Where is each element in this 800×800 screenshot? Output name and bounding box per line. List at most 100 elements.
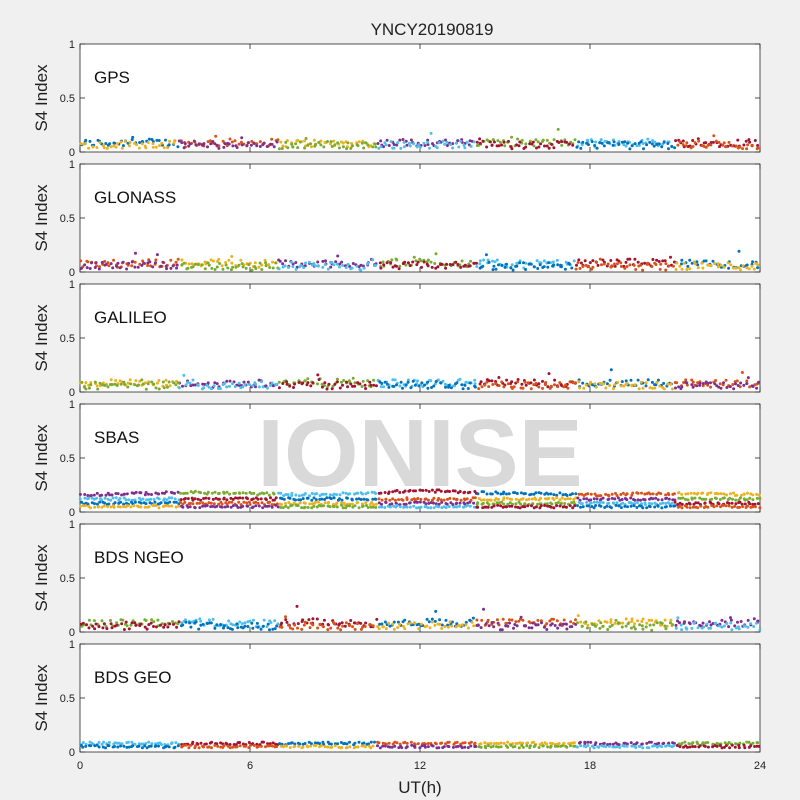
data-point: [130, 264, 134, 268]
data-point: [745, 382, 749, 386]
data-point: [173, 745, 177, 749]
data-point: [656, 498, 660, 502]
data-point: [614, 503, 618, 507]
data-point: [481, 264, 485, 268]
data-point: [88, 139, 92, 143]
data-point: [157, 379, 161, 382]
data-point: [293, 382, 296, 386]
data-point: [556, 744, 560, 748]
data-point: [106, 497, 110, 501]
data-point: [613, 497, 617, 501]
data-point: [114, 492, 118, 495]
data-point: [89, 744, 93, 748]
data-point: [339, 741, 343, 744]
data-point: [405, 498, 409, 501]
data-point: [458, 504, 461, 508]
data-point: [540, 621, 543, 625]
data-point: [397, 498, 401, 502]
data-point: [259, 497, 263, 501]
data-point: [629, 626, 633, 630]
data-point: [341, 624, 345, 628]
data-point: [314, 500, 317, 504]
data-point: [597, 619, 601, 623]
data-point: [357, 740, 361, 744]
data-point: [444, 618, 448, 622]
data-point: [110, 383, 114, 386]
data-point: [570, 266, 574, 270]
data-point: [453, 489, 457, 493]
data-point: [637, 387, 641, 391]
data-point: [580, 624, 584, 628]
data-point: [536, 502, 540, 506]
data-point: [512, 385, 516, 389]
data-point: [323, 498, 327, 501]
data-point: [116, 142, 120, 146]
data-point: [463, 146, 467, 150]
data-point: [623, 741, 627, 745]
x-tick-label: 6: [247, 760, 253, 772]
data-point: [338, 497, 341, 501]
data-point: [93, 505, 97, 509]
data-point: [753, 139, 757, 142]
data-point: [706, 381, 710, 385]
data-point: [685, 381, 689, 385]
data-point: [500, 263, 504, 267]
data-point: [549, 384, 553, 388]
data-point: [734, 266, 738, 270]
data-point: [272, 492, 276, 496]
data-point: [164, 490, 168, 494]
data-point: [369, 383, 373, 387]
data-point: [86, 494, 90, 497]
data-point: [359, 498, 363, 501]
data-point: [666, 142, 670, 145]
data-point: [132, 504, 136, 508]
data-point: [334, 260, 338, 264]
data-point: [291, 265, 295, 269]
data-point: [210, 266, 214, 270]
data-point: [404, 263, 408, 267]
data-point: [257, 504, 261, 508]
data-point: [165, 744, 168, 748]
data-point: [714, 379, 718, 382]
data-point: [184, 620, 188, 624]
data-point: [244, 744, 248, 748]
data-point: [116, 492, 120, 496]
data-point: [83, 263, 87, 267]
data-point: [429, 501, 433, 505]
data-point: [85, 266, 89, 270]
data-point: [261, 624, 265, 628]
data-point: [480, 618, 484, 622]
data-point: [79, 259, 83, 263]
data-point: [628, 147, 632, 151]
data-point: [212, 384, 216, 388]
data-point: [505, 621, 509, 625]
data-point: [398, 742, 402, 746]
data-point: [696, 263, 700, 267]
data-point: [196, 497, 200, 501]
y-tick-label: 0: [69, 387, 75, 399]
data-point: [577, 492, 581, 496]
data-point: [700, 261, 704, 265]
data-point: [592, 497, 596, 501]
data-point: [376, 744, 379, 748]
data-point: [565, 627, 569, 631]
data-point: [139, 505, 143, 509]
data-point: [213, 490, 217, 494]
data-point: [416, 500, 419, 504]
data-point: [180, 141, 184, 145]
data-point: [426, 264, 430, 268]
data-point: [580, 143, 584, 147]
data-point: [105, 146, 109, 150]
data-point: [568, 497, 572, 501]
data-point: [388, 505, 392, 509]
data-point: [423, 383, 426, 387]
data-point: [660, 745, 664, 749]
data-point: [130, 621, 134, 625]
data-point: [270, 137, 274, 141]
data-point: [215, 265, 219, 269]
data-point: [323, 745, 327, 749]
data-point: [455, 497, 459, 501]
data-point: [468, 490, 472, 494]
data-point: [592, 500, 596, 504]
data-point: [377, 501, 381, 505]
